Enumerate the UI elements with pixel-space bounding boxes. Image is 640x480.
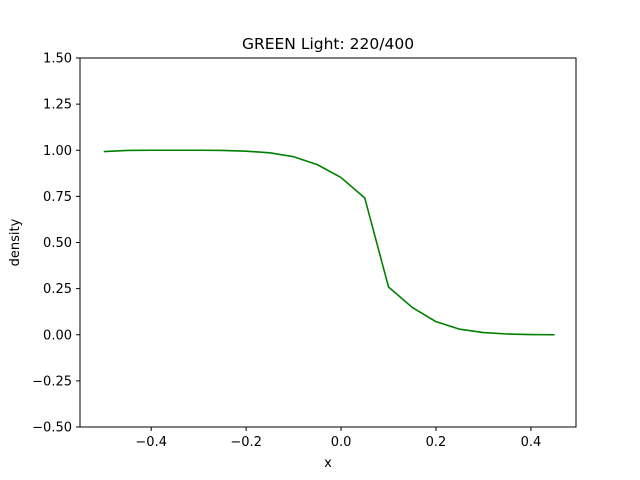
y-tick-label: 0.50 xyxy=(43,236,72,251)
x-axis-ticks: −0.4 −0.2 0.0 0.2 0.4 xyxy=(135,427,541,450)
chart-title: GREEN Light: 220/400 xyxy=(242,35,414,53)
plot-area xyxy=(80,58,576,427)
y-tick-label: −0.25 xyxy=(32,374,72,389)
y-tick-label: 1.50 xyxy=(43,52,72,67)
series-layer xyxy=(103,149,555,336)
y-tick-label: 0.25 xyxy=(43,282,72,297)
x-tick-label: −0.4 xyxy=(135,435,167,450)
y-tick-label: −0.50 xyxy=(32,421,72,436)
x-tick-label: −0.2 xyxy=(230,435,262,450)
y-tick-label: 0.00 xyxy=(43,328,72,343)
y-tick-label: 1.00 xyxy=(43,144,72,159)
x-axis-label: x xyxy=(324,456,332,471)
y-tick-label: 1.25 xyxy=(43,98,72,113)
x-tick-label: 0.2 xyxy=(426,435,447,450)
y-tick-label: 0.75 xyxy=(43,190,72,205)
x-tick-label: 0.4 xyxy=(521,435,542,450)
x-tick-label: 0.0 xyxy=(331,435,352,450)
y-axis-ticks: −0.50 −0.25 0.00 0.25 0.50 0.75 1.00 1.25 1.50 xyxy=(32,52,80,436)
density-series-line xyxy=(103,149,555,336)
y-axis-label: density xyxy=(8,218,23,266)
